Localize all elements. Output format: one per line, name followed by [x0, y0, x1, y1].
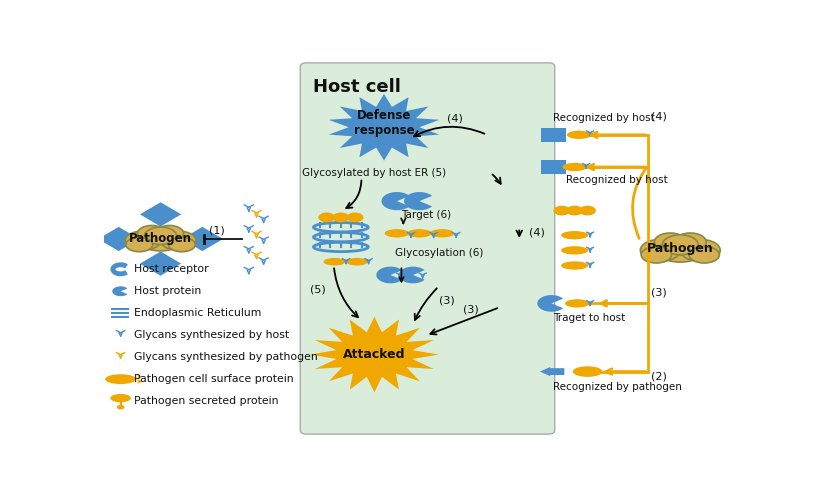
Bar: [541, 160, 566, 174]
Text: Host cell: Host cell: [313, 78, 401, 96]
Circle shape: [347, 213, 363, 222]
FancyBboxPatch shape: [300, 63, 554, 434]
Ellipse shape: [654, 233, 686, 251]
Ellipse shape: [654, 235, 706, 262]
Text: Pathogen cell surface protein: Pathogen cell surface protein: [134, 374, 293, 384]
Circle shape: [566, 206, 583, 215]
Ellipse shape: [567, 131, 592, 139]
Text: Endoplasmic Reticulum: Endoplasmic Reticulum: [134, 308, 261, 318]
Text: Defense
response: Defense response: [354, 109, 415, 137]
Ellipse shape: [137, 227, 184, 251]
Polygon shape: [98, 227, 140, 251]
Ellipse shape: [160, 231, 196, 250]
Text: (5): (5): [310, 284, 326, 294]
Ellipse shape: [385, 229, 409, 238]
Circle shape: [579, 206, 596, 215]
Text: (3): (3): [652, 288, 667, 298]
Ellipse shape: [642, 246, 671, 263]
Polygon shape: [140, 251, 181, 276]
Text: (4): (4): [652, 112, 667, 122]
Wedge shape: [381, 192, 410, 210]
Text: Host receptor: Host receptor: [134, 264, 208, 275]
Text: (2): (2): [652, 371, 667, 381]
FancyArrow shape: [540, 367, 564, 376]
Ellipse shape: [430, 229, 455, 238]
Ellipse shape: [689, 246, 720, 263]
Text: Attacked: Attacked: [343, 348, 406, 361]
Text: Pathogen secreted protein: Pathogen secreted protein: [134, 396, 278, 406]
Wedge shape: [112, 286, 127, 296]
Ellipse shape: [137, 225, 166, 242]
Circle shape: [318, 213, 335, 222]
Ellipse shape: [346, 258, 368, 266]
Text: Glycosylation (6): Glycosylation (6): [395, 248, 484, 258]
Ellipse shape: [323, 258, 346, 266]
Polygon shape: [182, 227, 223, 251]
Ellipse shape: [641, 240, 681, 261]
Ellipse shape: [407, 229, 431, 238]
Text: (4): (4): [529, 227, 545, 237]
Ellipse shape: [662, 235, 698, 255]
Ellipse shape: [573, 366, 602, 377]
Text: Recognized by host: Recognized by host: [566, 175, 668, 184]
Text: (3): (3): [463, 305, 479, 315]
Text: (3): (3): [439, 295, 455, 306]
Polygon shape: [140, 202, 181, 226]
Text: Glycans synthesized by host: Glycans synthesized by host: [134, 330, 288, 340]
Ellipse shape: [561, 261, 588, 270]
Wedge shape: [399, 267, 425, 283]
Ellipse shape: [155, 225, 184, 242]
Circle shape: [553, 206, 570, 215]
Polygon shape: [310, 317, 439, 393]
Circle shape: [332, 213, 349, 222]
Ellipse shape: [563, 163, 587, 171]
Text: Recognized by host: Recognized by host: [553, 114, 655, 123]
Text: (1): (1): [209, 225, 224, 235]
Ellipse shape: [125, 238, 153, 252]
Ellipse shape: [681, 240, 720, 261]
Wedge shape: [376, 267, 402, 283]
Ellipse shape: [561, 246, 588, 254]
Ellipse shape: [565, 299, 589, 308]
Ellipse shape: [561, 231, 588, 240]
Bar: [541, 127, 566, 142]
Ellipse shape: [145, 227, 176, 245]
Ellipse shape: [106, 374, 136, 384]
Text: Traget to host: Traget to host: [553, 313, 626, 323]
Text: Pathogen: Pathogen: [129, 233, 192, 246]
Text: Glycans synthesized by pathogen: Glycans synthesized by pathogen: [134, 352, 317, 362]
Text: Host protein: Host protein: [134, 286, 201, 296]
Wedge shape: [404, 192, 432, 210]
Circle shape: [116, 405, 125, 409]
Ellipse shape: [111, 394, 131, 402]
Text: Glycosylated by host ER (5): Glycosylated by host ER (5): [302, 168, 446, 178]
Polygon shape: [329, 94, 440, 160]
Ellipse shape: [125, 231, 160, 250]
Wedge shape: [538, 295, 563, 312]
Ellipse shape: [169, 238, 195, 252]
Text: (4): (4): [447, 114, 463, 123]
Text: Target (6): Target (6): [401, 210, 451, 220]
Text: Pathogen: Pathogen: [647, 242, 714, 255]
Text: Recognized by pathogen: Recognized by pathogen: [553, 382, 682, 392]
Ellipse shape: [674, 233, 706, 251]
